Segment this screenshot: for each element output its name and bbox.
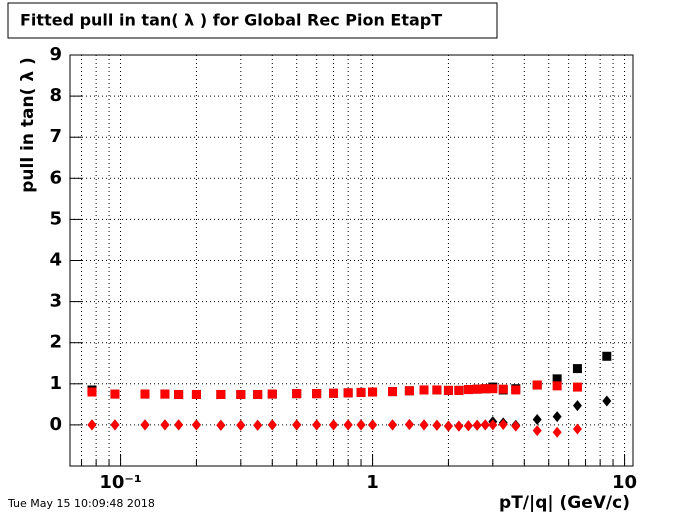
diamond-marker [532,425,542,437]
square-marker [498,384,508,394]
square-marker [488,384,498,394]
diamond-marker [343,419,353,431]
diamond-marker [498,418,508,430]
y-tick-label: 9 [49,44,62,65]
square-marker [216,389,226,399]
diamond-marker [253,419,263,431]
square-marker [236,389,246,399]
square-marker [602,351,612,361]
square-marker [532,380,542,390]
diamond-marker [191,419,201,431]
square-marker [87,387,97,397]
diamond-marker [356,419,366,431]
square-marker [419,385,429,395]
diamond-marker [419,419,429,431]
square-marker [454,385,464,395]
square-marker [552,374,562,384]
diamond-marker [480,419,490,431]
square-marker [292,389,302,399]
diamond-marker [404,418,414,430]
y-axis-label: pull in tan( λ ) [18,57,38,193]
diamond-marker [110,419,120,431]
y-tick-label: 7 [49,126,62,147]
diamond-marker [432,419,442,431]
plot-frame [69,54,634,467]
square-marker [404,386,414,396]
y-tick-label: 0 [49,414,62,435]
square-marker [463,385,473,395]
y-tick-label: 8 [49,85,62,106]
square-marker [343,388,353,398]
square-marker [572,382,582,392]
square-marker [267,389,277,399]
chart-title: Fitted pull in tan( λ ) for Global Rec P… [20,11,442,30]
y-tick-label: 2 [49,332,62,353]
diamond-marker [87,419,97,431]
square-marker [110,389,120,399]
square-marker [388,387,398,397]
diamond-marker [216,419,226,431]
diamond-marker [292,419,302,431]
diamond-marker [552,426,562,438]
y-tick-label: 3 [49,291,62,312]
diamond-marker [388,419,398,431]
square-marker [572,364,582,374]
title-box [7,2,498,39]
square-marker [160,389,170,399]
square-marker [253,389,263,399]
y-tick-label: 1 [49,373,62,394]
square-marker [356,387,366,397]
x-tick-label: 1 [366,472,379,493]
square-marker [329,388,339,398]
diamond-marker [443,420,453,432]
diamond-marker [174,419,184,431]
diamond-marker [532,414,542,426]
diamond-marker [140,419,150,431]
y-tick-label: 4 [49,250,62,271]
square-marker [191,389,201,399]
square-marker [140,389,150,399]
y-tick-label: 6 [49,167,62,188]
diamond-marker [160,419,170,431]
square-marker [552,381,562,391]
diamond-marker [472,419,482,431]
x-axis-label: pT/|q| (GeV/c) [499,493,630,513]
x-tick-label: 10 [612,472,637,493]
square-marker [472,384,482,394]
diamond-marker [572,400,582,412]
square-marker [174,389,184,399]
diamond-marker [368,419,378,431]
diamond-marker [454,420,464,432]
square-marker [480,384,490,394]
diamond-marker [236,419,246,431]
x-tick-label: 10⁻¹ [99,472,141,493]
diamond-marker [488,419,498,431]
square-marker [511,385,521,395]
square-marker [368,387,378,397]
diamond-marker [463,420,473,432]
diamond-marker [572,423,582,435]
square-marker [443,385,453,395]
timestamp: Tue May 15 10:09:48 2018 [7,497,155,510]
square-marker [432,385,442,395]
diamond-marker [329,419,339,431]
diamond-marker [312,419,322,431]
diamond-marker [552,411,562,423]
diamond-marker [602,395,612,407]
y-tick-label: 5 [49,208,62,229]
diamond-marker [267,419,277,431]
square-marker [312,389,322,399]
diamond-marker [511,420,521,432]
